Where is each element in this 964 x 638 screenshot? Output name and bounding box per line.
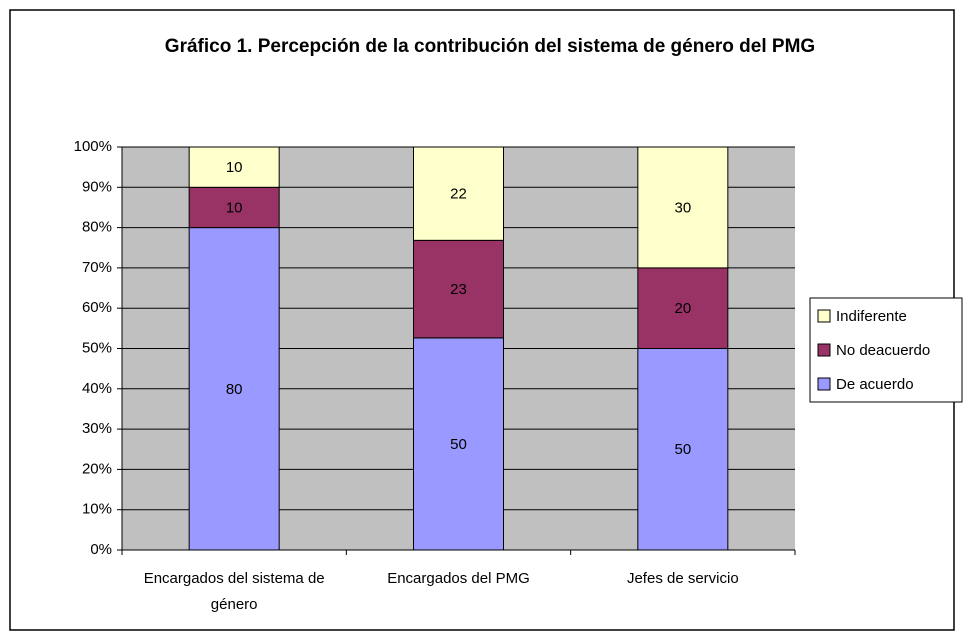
- y-tick-label: 50%: [82, 339, 112, 356]
- bar-segment: [637, 267, 729, 349]
- y-tick-label: 90%: [82, 178, 112, 195]
- data-label: 10: [226, 199, 243, 216]
- y-tick-label: 10%: [82, 501, 112, 518]
- y-tick-label: 0%: [90, 541, 112, 558]
- legend-label: Indiferente: [836, 308, 907, 325]
- data-label: 80: [226, 381, 243, 398]
- data-label: 23: [450, 281, 467, 298]
- bar-segment: [637, 348, 729, 551]
- y-tick-label: 30%: [82, 420, 112, 437]
- data-label: 30: [674, 199, 691, 216]
- x-tick-label: Jefes de servicio: [626, 570, 739, 587]
- bar-segment: [188, 227, 280, 551]
- chart-title: Gráfico 1. Percepción de la contribución…: [164, 36, 816, 57]
- bar-segment: [413, 337, 504, 551]
- y-tick-label: 20%: [82, 460, 112, 477]
- data-label: 50: [674, 441, 691, 458]
- y-tick-label: 80%: [82, 219, 112, 236]
- data-label: 22: [450, 186, 467, 203]
- legend-label: De acuerdo: [836, 376, 914, 393]
- bar-segment: [413, 146, 504, 241]
- data-label: 10: [226, 159, 243, 176]
- y-tick-label: 40%: [82, 380, 112, 397]
- data-label: 20: [674, 300, 691, 317]
- data-label: 50: [450, 436, 467, 453]
- bar-segment: [188, 146, 280, 188]
- x-tick-label: Encargados del PMG: [387, 570, 530, 587]
- y-tick-label: 60%: [82, 299, 112, 316]
- legend-swatch: [817, 309, 831, 323]
- bar-segment: [637, 146, 729, 269]
- y-tick-label: 100%: [74, 138, 112, 155]
- legend-label: No deacuerdo: [836, 342, 930, 359]
- y-tick-label: 70%: [82, 259, 112, 276]
- legend-swatch: [817, 377, 831, 391]
- bar-segment: [413, 239, 504, 339]
- x-tick-label: Encargados del sistema de género: [143, 570, 325, 613]
- legend-box: [809, 297, 963, 403]
- legend-swatch: [817, 343, 831, 357]
- bar-segment: [188, 186, 280, 229]
